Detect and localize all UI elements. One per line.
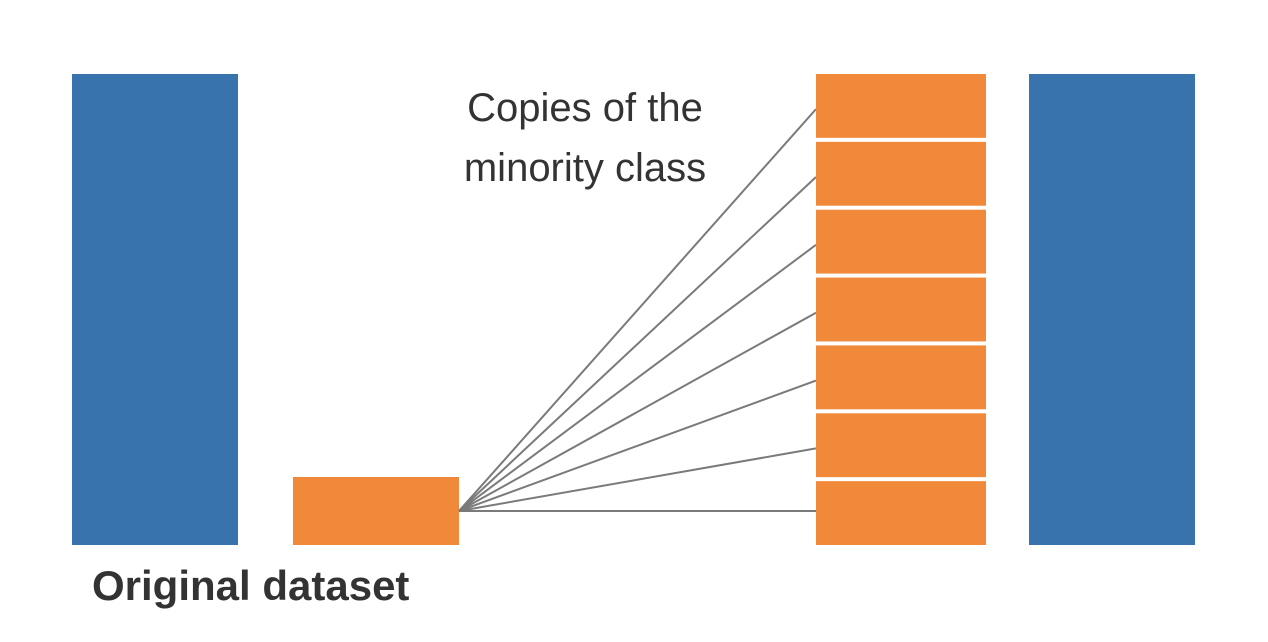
connector-line-4 (458, 311, 817, 512)
minority-copy-5 (816, 345, 986, 410)
connector-line-5 (458, 379, 817, 512)
connector-line-1 (458, 108, 817, 512)
connector-line-2 (458, 176, 817, 512)
minority-copy-2 (816, 141, 986, 206)
minority-copy-1 (816, 74, 986, 138)
minority-copy-7 (816, 481, 986, 545)
resampled-majority-bar (1029, 74, 1195, 545)
minority-copy-4 (816, 277, 986, 342)
minority-copies-stack (816, 74, 986, 545)
connector-line-6 (458, 447, 817, 512)
annotation-line-1: Copies of the (467, 86, 703, 130)
annotation-line-2: minority class (463, 146, 707, 190)
connector-line-3 (458, 244, 817, 512)
connector-lines (458, 108, 817, 512)
minority-copies-annotation: Copies of the minority class (420, 78, 750, 198)
original-dataset-caption: Original dataset (92, 562, 410, 609)
original-majority-bar (72, 74, 238, 545)
minority-copy-3 (816, 209, 986, 274)
minority-copy-6 (816, 413, 986, 478)
original-minority-bar (293, 477, 459, 545)
